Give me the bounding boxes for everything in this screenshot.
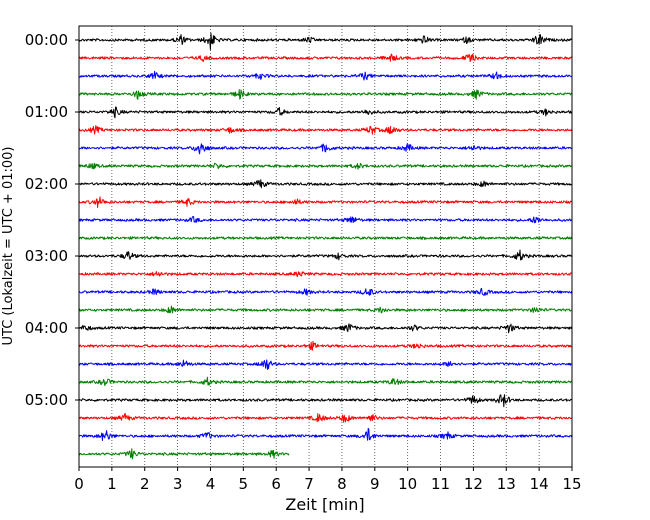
y-tick-label: 01:00 — [25, 103, 68, 121]
x-tick-label: 5 — [239, 475, 249, 493]
x-tick-label: 3 — [173, 475, 183, 493]
y-tick-label: 03:00 — [25, 247, 68, 265]
trace-row — [78, 143, 572, 155]
trace-row — [78, 32, 572, 50]
trace-row — [78, 125, 573, 135]
trace-row — [78, 53, 572, 63]
x-tick-label: 15 — [562, 475, 581, 493]
trace-row — [78, 340, 572, 351]
trace-row — [78, 179, 572, 189]
trace-row — [78, 427, 573, 441]
trace-group — [78, 32, 573, 460]
trace-row — [78, 70, 572, 81]
y-axis-ticks: 00:00 01:00 02:00 03:00 04:00 05:00 — [25, 31, 79, 409]
x-tick-label: 6 — [271, 475, 281, 493]
x-tick-label: 11 — [431, 475, 450, 493]
trace-row — [78, 249, 573, 261]
x-axis-ticks: 0 1 2 3 4 5 6 7 8 9 10 11 12 13 14 15 — [74, 467, 582, 493]
trace-row — [78, 196, 572, 208]
x-tick-label: 1 — [107, 475, 117, 493]
trace-row — [78, 412, 572, 423]
trace-row — [78, 359, 572, 370]
trace-row — [78, 88, 572, 100]
x-axis-label: Zeit [min] — [285, 495, 364, 514]
trace-row — [78, 287, 573, 296]
trace-row — [78, 162, 572, 170]
trace-row — [78, 394, 572, 408]
x-tick-label: 4 — [206, 475, 216, 493]
trace-row — [78, 376, 572, 387]
trace-row — [78, 106, 573, 119]
plot-frame — [78, 25, 573, 468]
x-tick-label: 0 — [74, 475, 84, 493]
x-tick-label: 13 — [497, 475, 516, 493]
y-tick-label: 02:00 — [25, 175, 68, 193]
trace-row — [78, 305, 572, 314]
trace-row — [78, 216, 572, 224]
y-tick-label: 05:00 — [25, 391, 68, 409]
x-tick-label: 9 — [370, 475, 380, 493]
trace-row — [78, 448, 290, 460]
x-tick-label: 8 — [337, 475, 347, 493]
x-tick-label: 12 — [464, 475, 483, 493]
x-tick-label: 14 — [530, 475, 549, 493]
trace-row — [78, 236, 573, 240]
trace-row — [78, 323, 573, 334]
y-tick-label: 00:00 — [25, 31, 68, 49]
x-tick-label: 2 — [140, 475, 150, 493]
x-tick-label: 10 — [398, 475, 417, 493]
trace-row — [78, 271, 572, 278]
y-axis-label: UTC (Lokalzeit = UTC + 01:00) — [1, 147, 16, 346]
y-tick-label: 04:00 — [25, 319, 68, 337]
x-tick-label: 7 — [304, 475, 314, 493]
